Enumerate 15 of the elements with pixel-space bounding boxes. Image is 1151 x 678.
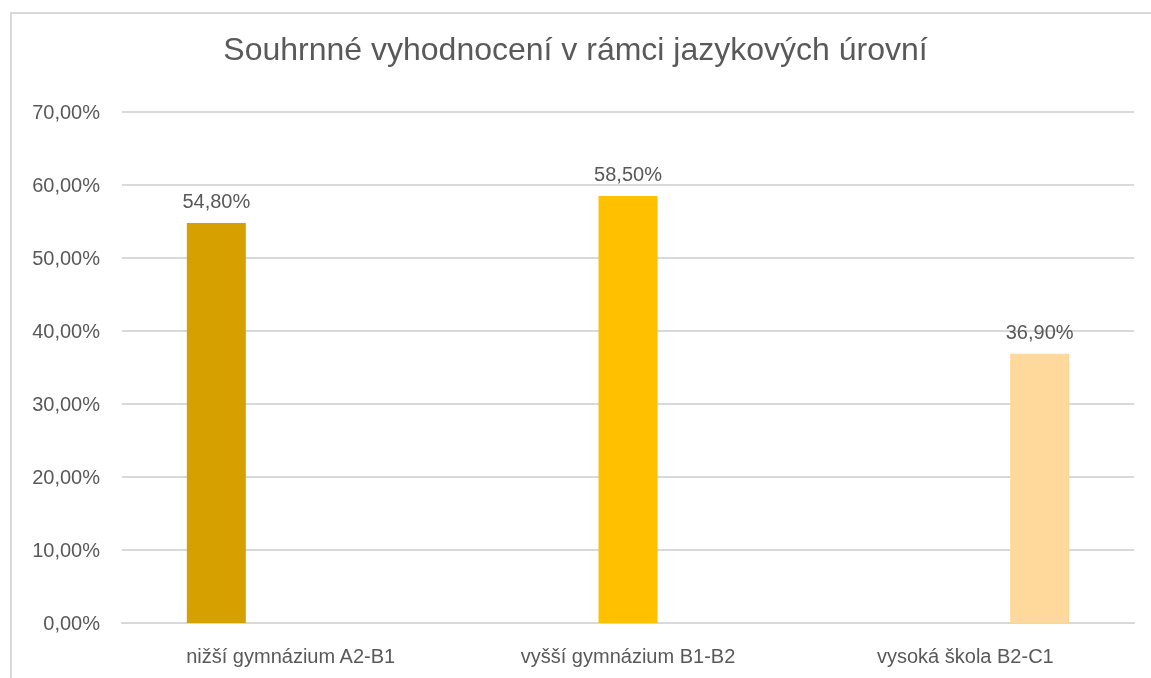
y-tick-label: 70,00%	[32, 101, 101, 123]
y-tick-label: 50,00%	[32, 247, 101, 269]
y-tick-label: 40,00%	[32, 320, 101, 342]
y-tick-label: 0,00%	[43, 612, 101, 634]
y-tick-label: 30,00%	[32, 393, 101, 415]
data-label: 36,90%	[1005, 320, 1074, 343]
x-tick-label: vyšší gymnázium B1-B2	[520, 645, 736, 667]
x-tick-label: nižší gymnázium A2-B1	[186, 645, 396, 667]
y-tick-label: 20,00%	[32, 466, 101, 488]
data-label: 54,80%	[182, 189, 251, 212]
x-tick-label: vysoká škola B2-C1	[876, 645, 1054, 667]
data-label: 58,50%	[594, 162, 663, 185]
y-tick-label: 60,00%	[32, 174, 101, 196]
chart-title: Souhrnné vyhodnocení v rámci jazykových úrovní	[223, 31, 928, 67]
y-tick-label: 10,00%	[32, 539, 101, 561]
